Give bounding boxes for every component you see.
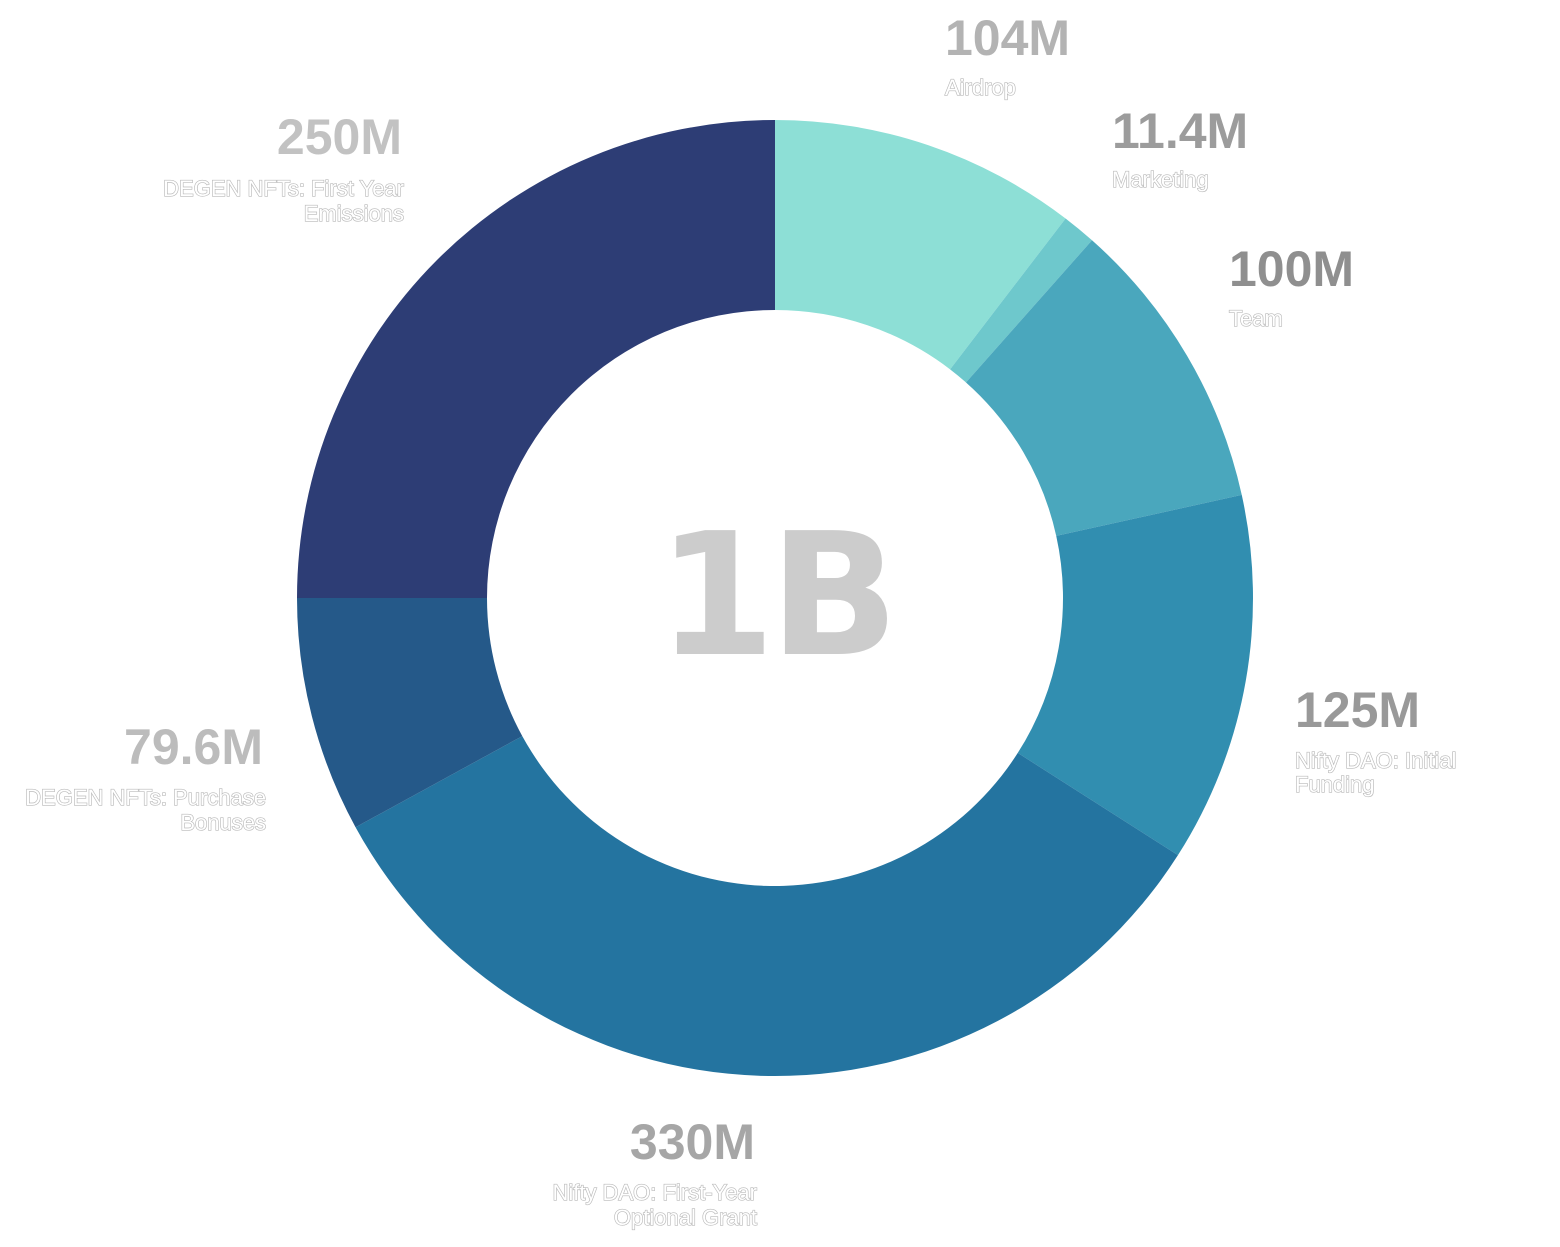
slice-team [966, 240, 1242, 536]
slice-nifty-dao-initial-funding [1017, 494, 1253, 856]
chart-total-label: 1B [657, 497, 893, 695]
value-label-airdrop: 104M [945, 10, 1070, 66]
value-label-nifty-dao-first-year-optional-grant: 330M [630, 1114, 755, 1170]
slice-marketing [950, 218, 1093, 383]
value-label-nifty-dao-initial-funding: 125M [1295, 682, 1420, 738]
slice-name-nifty-dao-initial-funding: Nifty DAO: Initial Funding [1295, 748, 1456, 797]
slice-name-team: Team [1229, 306, 1283, 331]
slice-labels: 104M Airdrop 11.4M Marketing 100M Team 125M Nif… [25, 10, 1458, 1231]
slice-degen-nfts-first-year-emissions [297, 120, 775, 598]
slice-name-marketing: Marketing [1112, 167, 1209, 192]
slice-nifty-dao-first-year-optional-grant [355, 736, 1178, 1076]
value-label-marketing: 11.4M [1112, 103, 1248, 159]
slice-name-degen-nfts-first-year-emissions: DEGEN NFTs: First Year Emissions [163, 176, 404, 226]
value-label-degen-nfts-first-year-emissions: 250M [277, 109, 402, 165]
value-label-team: 100M [1229, 241, 1354, 297]
donut-slices [297, 120, 1253, 1076]
slice-degen-nfts-purchase-bonuses [297, 598, 523, 828]
slice-airdrop [775, 120, 1066, 370]
slice-name-airdrop: Airdrop [945, 75, 1016, 100]
slice-name-degen-nfts-purchase-bonuses: DEGEN NFTs: Purchase Bonuses [25, 785, 266, 835]
value-label-degen-nfts-purchase-bonuses: 79.6M [124, 719, 263, 775]
slice-name-nifty-dao-first-year-optional-grant: Nifty DAO: First-Year Optional Grant [552, 1180, 757, 1230]
